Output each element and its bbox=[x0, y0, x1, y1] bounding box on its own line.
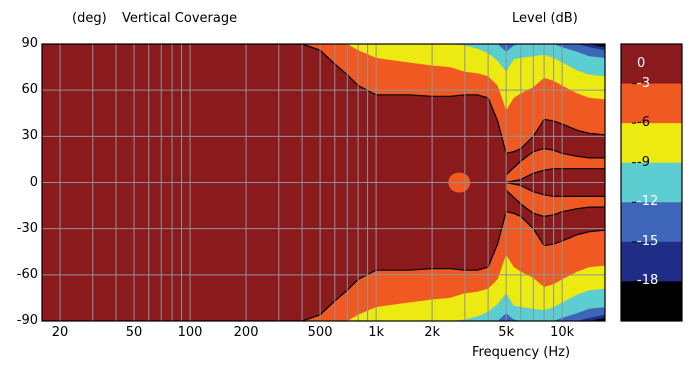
upper-contour-minus3 bbox=[42, 44, 605, 155]
colorbar-label-cell bbox=[632, 44, 682, 85]
colorbar-swatch bbox=[621, 202, 632, 243]
colorbar-label-cell bbox=[632, 241, 682, 282]
colorbar-swatch bbox=[621, 162, 632, 203]
x-tick-label: 50 bbox=[125, 325, 143, 340]
colorbar-tick-label: -6 bbox=[637, 115, 650, 131]
x-tick-label: 20 bbox=[51, 325, 69, 340]
colorbar-label-cell bbox=[632, 162, 682, 203]
y-axis-unit-label: (deg) bbox=[72, 11, 107, 26]
x-tick-label: 2k bbox=[424, 325, 440, 340]
lower-contour-minus3 bbox=[42, 210, 605, 321]
y-tick-label: -60 bbox=[16, 266, 38, 282]
colorbar-label-cell bbox=[632, 202, 682, 243]
plot-border bbox=[41, 43, 606, 322]
x-tick-label: 10k bbox=[550, 325, 575, 340]
x-axis-label: Frequency (Hz) bbox=[472, 345, 571, 360]
colorbar-swatch bbox=[621, 241, 632, 282]
colorbar-tick-label: -18 bbox=[637, 273, 659, 289]
y-tick-label: 60 bbox=[21, 82, 38, 98]
x-tick-label: 500 bbox=[307, 325, 333, 340]
colorbar-label: Level (dB) bbox=[512, 11, 578, 26]
colorbar-tick-label: -15 bbox=[637, 233, 659, 249]
colorbar-label-cell bbox=[632, 123, 682, 164]
x-tick-label: 5k bbox=[498, 325, 515, 340]
colorbar-label-cell bbox=[632, 281, 682, 322]
y-tick-label: -90 bbox=[16, 313, 38, 328]
colorbar-swatch bbox=[621, 44, 632, 85]
grid bbox=[42, 44, 605, 321]
plot-frame bbox=[41, 43, 606, 322]
colorbar-swatch bbox=[621, 83, 632, 124]
colorbar bbox=[620, 43, 683, 322]
colorbar-border bbox=[620, 43, 683, 322]
y-tick-label: 0 bbox=[29, 174, 38, 190]
x-tick-label: 1k bbox=[368, 325, 384, 340]
x-tick-label: 100 bbox=[177, 325, 203, 340]
y-tick-label: 30 bbox=[21, 128, 38, 144]
y-tick-label: 90 bbox=[21, 36, 38, 51]
colorbar-tick-label: -3 bbox=[637, 75, 650, 91]
colorbar-swatch bbox=[621, 281, 632, 322]
y-tick-label: -30 bbox=[16, 220, 38, 236]
colorbar-tick-label: 0 bbox=[637, 55, 646, 71]
x-tick-label: 200 bbox=[233, 325, 259, 340]
chart-title: Vertical Coverage bbox=[122, 11, 238, 26]
colorbar-swatch bbox=[621, 123, 632, 164]
colorbar-tick-label: -12 bbox=[637, 194, 659, 210]
colorbar-tick-label: -9 bbox=[637, 154, 650, 170]
colorbar-label-cell bbox=[632, 83, 682, 124]
